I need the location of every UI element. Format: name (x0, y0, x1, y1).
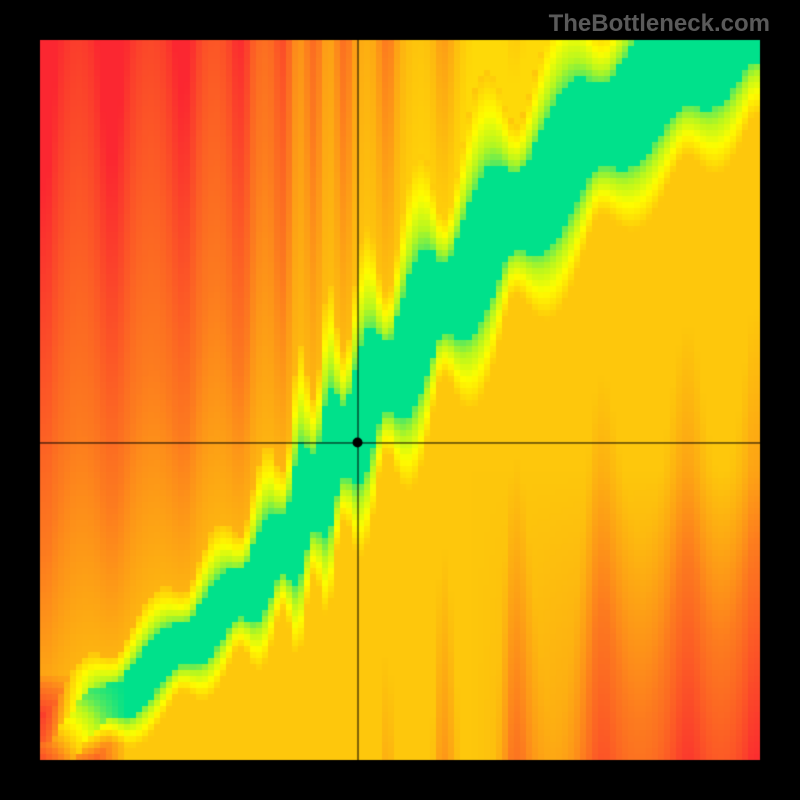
bottleneck-heatmap (0, 0, 800, 800)
chart-container: TheBottleneck.com (0, 0, 800, 800)
watermark-text: TheBottleneck.com (549, 10, 770, 38)
